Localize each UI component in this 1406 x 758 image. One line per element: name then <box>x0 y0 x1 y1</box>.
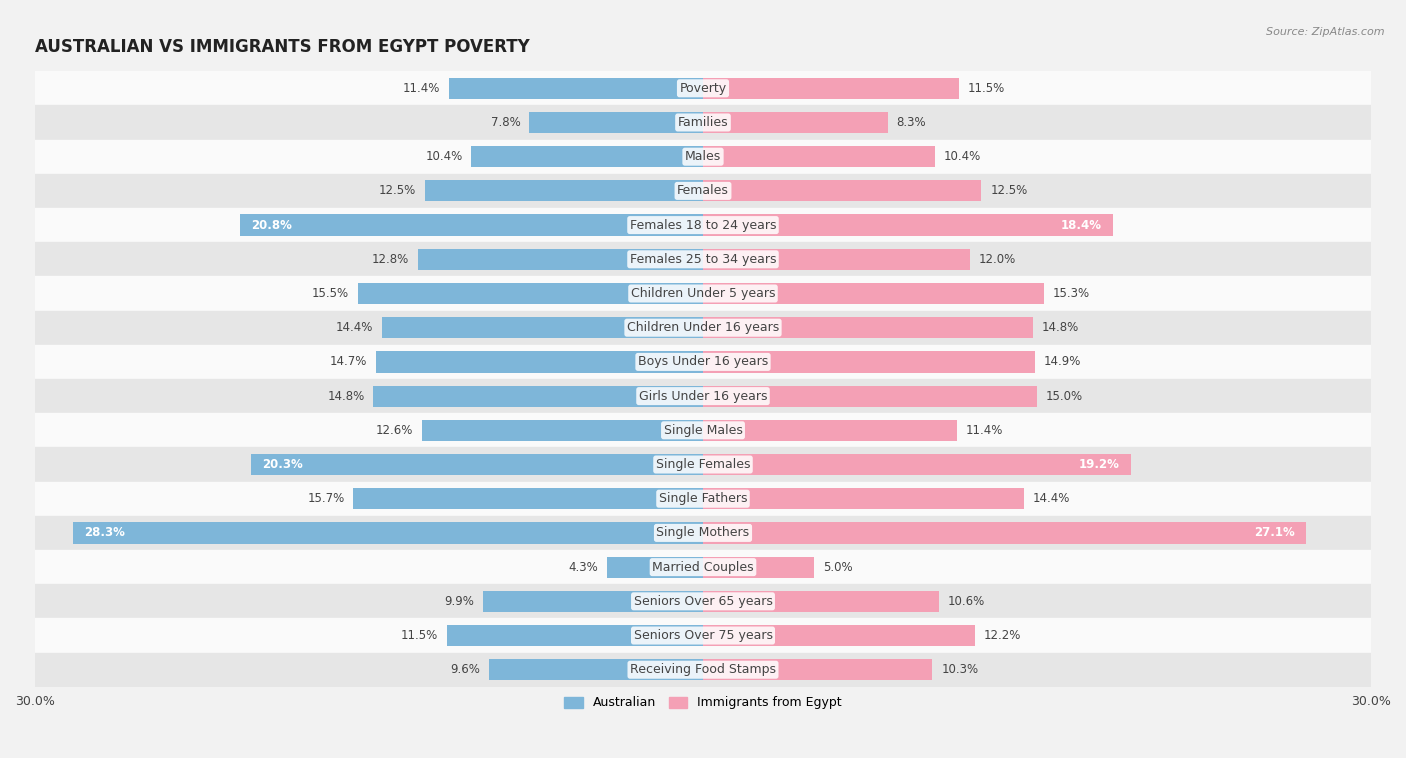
Bar <box>447 625 703 646</box>
Text: Single Mothers: Single Mothers <box>657 526 749 540</box>
Text: 15.7%: 15.7% <box>308 492 344 506</box>
Text: 11.4%: 11.4% <box>404 82 440 95</box>
Bar <box>374 386 703 407</box>
Text: 15.5%: 15.5% <box>312 287 349 300</box>
Text: 14.8%: 14.8% <box>328 390 364 402</box>
Bar <box>703 625 974 646</box>
Bar <box>703 659 932 681</box>
Bar <box>607 556 703 578</box>
Text: Females: Females <box>678 184 728 197</box>
Text: 5.0%: 5.0% <box>824 561 853 574</box>
Bar <box>703 283 1043 304</box>
Text: Single Females: Single Females <box>655 458 751 471</box>
Text: 20.3%: 20.3% <box>262 458 302 471</box>
Text: Married Couples: Married Couples <box>652 561 754 574</box>
Bar <box>73 522 703 543</box>
Text: Children Under 16 years: Children Under 16 years <box>627 321 779 334</box>
Bar <box>703 215 1112 236</box>
Bar <box>703 556 814 578</box>
Text: 9.6%: 9.6% <box>450 663 481 676</box>
Text: Families: Families <box>678 116 728 129</box>
Text: Females 25 to 34 years: Females 25 to 34 years <box>630 253 776 266</box>
Text: Single Males: Single Males <box>664 424 742 437</box>
Text: Poverty: Poverty <box>679 82 727 95</box>
Bar <box>449 77 703 99</box>
Text: Seniors Over 65 years: Seniors Over 65 years <box>634 595 772 608</box>
Bar <box>703 420 957 441</box>
Text: 11.4%: 11.4% <box>966 424 1002 437</box>
Bar <box>359 283 703 304</box>
Bar <box>425 180 703 202</box>
Bar <box>703 180 981 202</box>
Text: Seniors Over 75 years: Seniors Over 75 years <box>634 629 772 642</box>
Text: Girls Under 16 years: Girls Under 16 years <box>638 390 768 402</box>
Text: 10.4%: 10.4% <box>425 150 463 163</box>
Bar <box>703 77 959 99</box>
Text: Boys Under 16 years: Boys Under 16 years <box>638 356 768 368</box>
Text: Receiving Food Stamps: Receiving Food Stamps <box>630 663 776 676</box>
Bar <box>375 351 703 372</box>
Bar <box>353 488 703 509</box>
Bar <box>703 590 939 612</box>
Text: 12.0%: 12.0% <box>979 253 1017 266</box>
Text: 14.4%: 14.4% <box>336 321 374 334</box>
Bar <box>703 454 1130 475</box>
Text: 12.5%: 12.5% <box>378 184 416 197</box>
Text: 28.3%: 28.3% <box>84 526 125 540</box>
Text: 11.5%: 11.5% <box>967 82 1005 95</box>
Text: AUSTRALIAN VS IMMIGRANTS FROM EGYPT POVERTY: AUSTRALIAN VS IMMIGRANTS FROM EGYPT POVE… <box>35 38 530 56</box>
Text: 10.6%: 10.6% <box>948 595 986 608</box>
Text: Single Fathers: Single Fathers <box>659 492 747 506</box>
Text: 8.3%: 8.3% <box>897 116 927 129</box>
Text: 15.0%: 15.0% <box>1046 390 1083 402</box>
Bar <box>529 112 703 133</box>
Text: 19.2%: 19.2% <box>1078 458 1119 471</box>
Text: 20.8%: 20.8% <box>250 218 292 232</box>
Bar <box>703 112 887 133</box>
Bar <box>240 215 703 236</box>
Bar <box>703 488 1024 509</box>
Bar <box>250 454 703 475</box>
Text: 14.9%: 14.9% <box>1043 356 1081 368</box>
Text: 12.5%: 12.5% <box>990 184 1028 197</box>
Text: 10.4%: 10.4% <box>943 150 981 163</box>
Bar <box>703 386 1038 407</box>
Text: 14.8%: 14.8% <box>1042 321 1078 334</box>
Text: 14.7%: 14.7% <box>329 356 367 368</box>
Bar <box>703 317 1032 338</box>
Legend: Australian, Immigrants from Egypt: Australian, Immigrants from Egypt <box>560 691 846 715</box>
Bar <box>703 249 970 270</box>
Text: 12.2%: 12.2% <box>984 629 1021 642</box>
Bar <box>703 522 1306 543</box>
Text: 9.9%: 9.9% <box>444 595 474 608</box>
Text: 15.3%: 15.3% <box>1053 287 1090 300</box>
Bar <box>489 659 703 681</box>
Text: Females 18 to 24 years: Females 18 to 24 years <box>630 218 776 232</box>
Text: 18.4%: 18.4% <box>1060 218 1102 232</box>
Bar <box>418 249 703 270</box>
Text: 12.6%: 12.6% <box>377 424 413 437</box>
Text: 7.8%: 7.8% <box>491 116 520 129</box>
Text: 4.3%: 4.3% <box>568 561 599 574</box>
Text: 11.5%: 11.5% <box>401 629 439 642</box>
Text: 14.4%: 14.4% <box>1032 492 1070 506</box>
Text: Males: Males <box>685 150 721 163</box>
Text: 12.8%: 12.8% <box>371 253 409 266</box>
Bar <box>482 590 703 612</box>
Bar <box>382 317 703 338</box>
Text: 27.1%: 27.1% <box>1254 526 1295 540</box>
Text: Source: ZipAtlas.com: Source: ZipAtlas.com <box>1267 27 1385 36</box>
Bar <box>471 146 703 168</box>
Bar <box>703 351 1035 372</box>
Bar <box>703 146 935 168</box>
Text: Children Under 5 years: Children Under 5 years <box>631 287 775 300</box>
Bar <box>422 420 703 441</box>
Text: 10.3%: 10.3% <box>941 663 979 676</box>
